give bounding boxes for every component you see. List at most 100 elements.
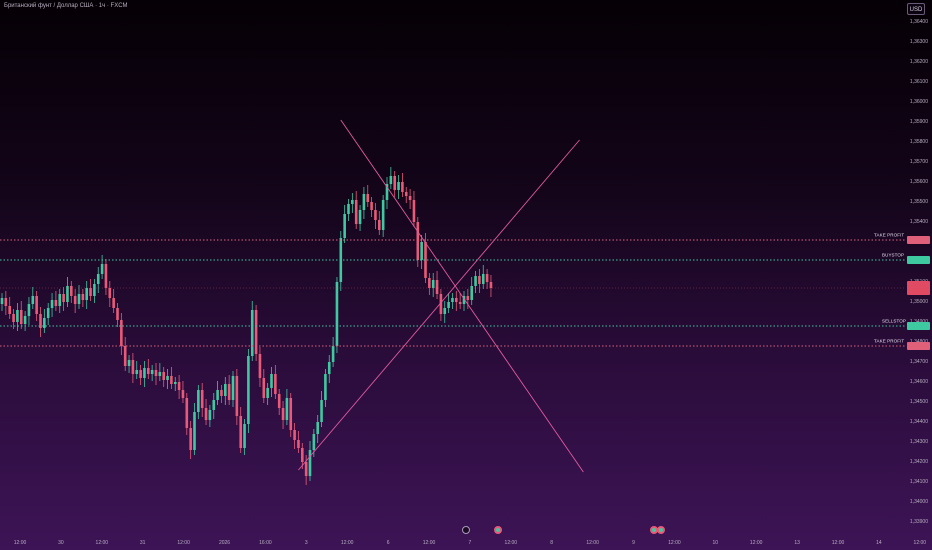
candle (27, 304, 31, 316)
price-axis-tick-label: 1,36000 (909, 99, 928, 105)
buystop-price-tag (907, 256, 930, 264)
time-axis-tick-label: 12:00 (831, 540, 845, 546)
candle (123, 346, 127, 366)
candle (12, 314, 15, 322)
economic-event-icon[interactable] (657, 526, 665, 534)
candle (270, 374, 273, 388)
price-axis-tick-label: 1,34200 (909, 459, 928, 465)
candle (108, 288, 112, 298)
time-axis-tick-label: 8 (550, 540, 554, 546)
time-axis-tick-label: 12:00 (913, 540, 927, 546)
price-axis-tick-label: 1,35900 (909, 119, 928, 125)
candle (85, 288, 88, 300)
time-axis-tick-label: 12:00 (13, 540, 27, 546)
candle (189, 428, 192, 450)
candle (481, 274, 485, 284)
candle (281, 408, 285, 420)
time-axis-tick-label: 30 (58, 540, 64, 546)
candle (408, 196, 412, 200)
candle (116, 308, 119, 320)
candle (100, 264, 104, 274)
candle (458, 302, 462, 304)
time-axis-tick-label: 12:00 (668, 540, 681, 546)
candle (428, 278, 431, 288)
candle (424, 242, 427, 278)
currency-button[interactable]: USD (907, 3, 925, 15)
price-axis-tick-label: 1,35500 (909, 199, 928, 205)
candle (366, 194, 370, 202)
price-axis-tick-label: 1,35600 (909, 179, 928, 185)
candle (143, 368, 146, 378)
price-axis-tick-label: 1,33900 (909, 519, 928, 525)
candle (93, 284, 96, 296)
candle (50, 300, 54, 308)
candle (374, 210, 377, 220)
candle (358, 210, 362, 224)
candle (370, 202, 373, 210)
buystop-label: BUYSTOP (882, 252, 905, 258)
candle (362, 194, 366, 210)
current-price-tag (907, 281, 930, 295)
candle (104, 264, 108, 288)
price-axis-tick-label: 1,36100 (909, 79, 928, 85)
sellstop-label: SELLSTOP (882, 318, 906, 324)
candle (324, 374, 327, 400)
candle (401, 182, 404, 192)
candle (239, 416, 242, 448)
candle (58, 294, 62, 306)
candle (327, 362, 331, 374)
candle (43, 318, 46, 328)
candle (347, 204, 350, 214)
candle (35, 296, 38, 314)
dividend-event-icon[interactable] (462, 526, 470, 534)
candle (177, 382, 181, 390)
candle (470, 286, 473, 300)
candle (212, 400, 216, 410)
candle (489, 282, 493, 288)
symbol-title[interactable]: Британский фунт / Доллар США · 1ч · FXCM (4, 3, 128, 9)
candle (181, 390, 185, 398)
candle (277, 394, 281, 408)
candle (404, 192, 408, 196)
candle (397, 182, 400, 190)
candle (320, 400, 323, 422)
price-axis-tick-label: 1,34100 (909, 479, 928, 485)
time-axis-tick-label: 12:00 (177, 540, 190, 546)
candle (351, 200, 354, 204)
candle (435, 280, 439, 294)
candle (420, 242, 423, 260)
price-axis-tick-label: 1,35000 (909, 299, 928, 305)
candle (112, 298, 115, 308)
candle (4, 298, 8, 306)
candle (131, 360, 135, 374)
candle (66, 286, 69, 302)
candle (289, 398, 293, 430)
candle (447, 302, 450, 308)
candle (431, 280, 435, 288)
candle (439, 294, 443, 314)
candle (39, 314, 42, 328)
candle (301, 448, 304, 462)
candle (478, 276, 481, 284)
candle (266, 388, 269, 398)
candle (135, 370, 139, 374)
candle (378, 220, 381, 230)
candle (200, 390, 204, 408)
candle (62, 294, 65, 302)
candle (166, 376, 169, 380)
time-axis-tick-label: 12:00 (422, 540, 436, 546)
time-axis-tick-label: 12:00 (340, 540, 354, 546)
candle (173, 382, 177, 384)
candle (331, 346, 335, 362)
candle (258, 354, 262, 378)
time-axis-tick-label: 9 (632, 540, 635, 546)
candle (343, 214, 346, 238)
candle (243, 424, 246, 448)
candle (120, 320, 123, 346)
candle (81, 294, 85, 300)
economic-event-icon[interactable] (494, 526, 502, 534)
candle (335, 282, 339, 346)
candle (16, 310, 19, 322)
